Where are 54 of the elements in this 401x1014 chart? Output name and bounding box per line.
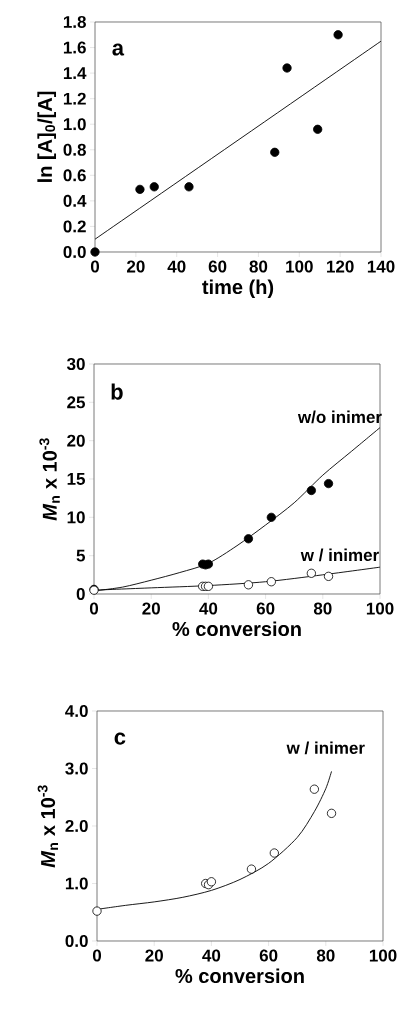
x-tick-label: 60 <box>259 949 278 962</box>
y-tick-label: 0.0 <box>63 245 86 259</box>
y-tick-label: 1.6 <box>63 41 86 54</box>
x-tick-label: 40 <box>199 602 218 615</box>
x-tick-label: 80 <box>316 949 335 962</box>
x-tick-label: 120 <box>327 260 354 273</box>
x-tick-label: 80 <box>249 260 268 273</box>
x-tick-label: 20 <box>145 949 163 962</box>
y-tick-label: 3.0 <box>65 762 88 775</box>
x-tick-label: 0 <box>92 949 102 962</box>
x-tick-label: 80 <box>313 602 332 615</box>
y-tick-label: 30 <box>66 357 85 371</box>
annotation: w / inimer <box>286 741 365 755</box>
y-axis-title: M$_{n}$ x 10$^{-3}$ <box>39 438 60 521</box>
x-tick-label: 0 <box>90 260 100 273</box>
y-tick-label: 2.0 <box>65 819 88 833</box>
y-tick-label: 1.8 <box>63 15 86 29</box>
x-axis-title: time (h) <box>202 279 274 299</box>
y-tick-label: 1.4 <box>63 67 87 79</box>
x-tick-label: 100 <box>366 602 394 615</box>
annotation: b <box>111 383 123 400</box>
y-axis-title: M$_{n}$ x 10$^{-3}$ <box>37 785 59 868</box>
y-tick-label: 1.2 <box>63 92 86 105</box>
x-tick-label: 100 <box>369 949 397 962</box>
x-tick-label: 40 <box>202 949 221 962</box>
y-tick-label: 1.0 <box>63 118 86 131</box>
y-axis-title: ln [A]$_{0}$/[A] <box>37 91 57 182</box>
y-tick-label: 5 <box>76 549 86 562</box>
annotation: a <box>112 43 125 56</box>
y-tick-label: 0.6 <box>63 169 86 182</box>
x-tick-label: 100 <box>286 260 313 273</box>
y-tick-label: 0 <box>76 587 85 601</box>
x-tick-label: 20 <box>127 260 145 273</box>
x-tick-label: 0 <box>89 602 99 615</box>
x-axis-title: % conversion <box>172 621 301 637</box>
x-tick-label: 140 <box>367 260 395 273</box>
y-tick-label: 0.0 <box>65 934 88 948</box>
annotation: w/o inimer <box>297 410 382 424</box>
x-tick-label: 20 <box>142 602 160 615</box>
y-tick-label: 0.4 <box>63 194 87 207</box>
annotation: c <box>114 732 126 745</box>
y-tick-label: 0.2 <box>63 220 86 233</box>
y-tick-label: 20 <box>67 434 85 447</box>
x-tick-label: 60 <box>208 260 227 273</box>
y-tick-label: 25 <box>67 396 86 409</box>
x-tick-label: 60 <box>256 602 275 615</box>
x-tick-label: 40 <box>167 260 186 273</box>
y-tick-label: 4.0 <box>65 704 88 718</box>
annotation: w / inimer <box>300 548 379 562</box>
x-axis-title: % conversion <box>175 968 304 984</box>
y-tick-label: 15 <box>67 473 86 485</box>
y-tick-label: 0.8 <box>63 143 86 156</box>
y-tick-label: 1.0 <box>65 877 88 890</box>
y-tick-label: 10 <box>67 511 85 524</box>
